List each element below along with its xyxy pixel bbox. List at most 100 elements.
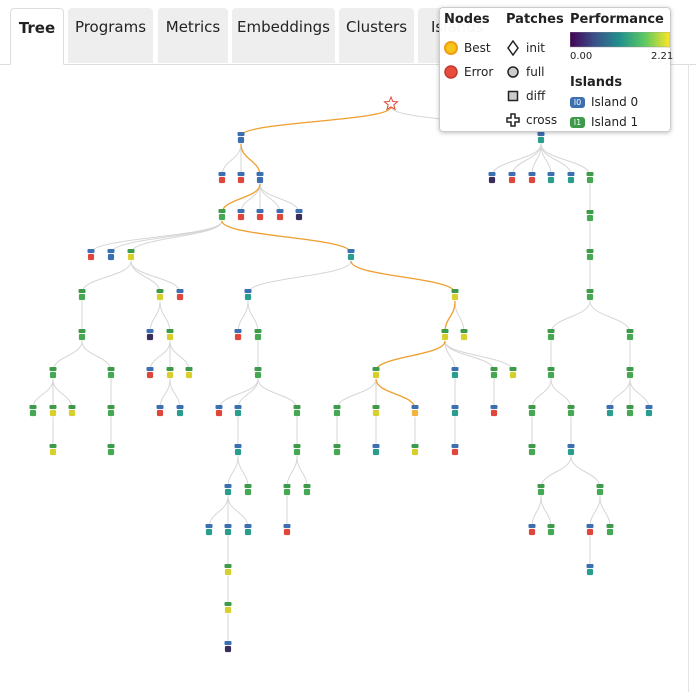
program-node (146, 333, 154, 341)
island-badge (234, 329, 242, 333)
program-node (586, 214, 594, 222)
island-badge (547, 329, 555, 333)
island-badge (586, 564, 594, 568)
island-badge (333, 405, 341, 409)
program-node (547, 528, 555, 536)
tab[interactable]: Embeddings (232, 8, 335, 63)
tree-edge (570, 455, 601, 489)
island-badge (224, 524, 232, 528)
program-node (451, 371, 459, 379)
island-badge (303, 484, 311, 488)
legend-item: init (526, 41, 545, 55)
root-node (383, 95, 399, 111)
tree-edge (149, 300, 161, 334)
tree-edge (247, 260, 352, 294)
program-node (626, 409, 634, 417)
island-badge (606, 524, 614, 528)
island-badge (626, 367, 634, 371)
program-node (528, 448, 536, 456)
legend-item: Error (464, 65, 494, 79)
island-badge (586, 524, 594, 528)
tree-edge (454, 300, 465, 334)
tree-edge (208, 495, 229, 529)
island-badge (244, 484, 252, 488)
tree-edge (169, 378, 181, 410)
program-node (372, 409, 380, 417)
island-badge (218, 172, 226, 176)
program-node (490, 409, 498, 417)
island-badge (626, 405, 634, 409)
island-badge (567, 405, 575, 409)
panel-border (688, 64, 689, 692)
program-node (224, 645, 232, 653)
program-node (547, 371, 555, 379)
program-node (237, 176, 245, 184)
tree-edge (130, 260, 181, 294)
program-node (372, 371, 380, 379)
legend-item: diff (526, 89, 546, 103)
best-path-edge (240, 143, 261, 177)
island-badge (224, 602, 232, 606)
legend-item: Best (464, 41, 491, 55)
island-badge (244, 289, 252, 293)
tree-edge (81, 260, 132, 294)
program-node (567, 448, 575, 456)
island-badge (547, 367, 555, 371)
island-badge (528, 524, 536, 528)
tree-edge (589, 495, 601, 529)
island-badge (276, 209, 284, 213)
program-node (176, 293, 184, 301)
program-node (244, 528, 252, 536)
island-badge (586, 289, 594, 293)
program-node (49, 409, 57, 417)
tree-edge (550, 300, 591, 334)
tree-edge (540, 143, 591, 177)
island-badge (107, 367, 115, 371)
program-node (234, 448, 242, 456)
program-node (586, 253, 594, 261)
tab[interactable]: Metrics (158, 8, 228, 63)
init-icon (507, 40, 519, 56)
program-node (586, 293, 594, 301)
legend-item: Island 0 (591, 95, 639, 109)
island-badge (205, 524, 213, 528)
island-badge (166, 367, 174, 371)
program-node (107, 448, 115, 456)
program-node (347, 253, 355, 261)
tree-edge (589, 300, 631, 334)
legend-item: cross (526, 113, 558, 127)
program-node (107, 371, 115, 379)
island-badge (49, 444, 57, 448)
tab[interactable]: Clusters (339, 8, 414, 63)
tree-edge (491, 143, 542, 177)
island-badge (528, 172, 536, 176)
best-path-edge (221, 220, 352, 254)
program-node (303, 488, 311, 496)
program-node (254, 333, 262, 341)
tab[interactable]: Programs (68, 8, 153, 63)
island-badge (49, 405, 57, 409)
island-badge (176, 405, 184, 409)
tab[interactable]: Tree (10, 8, 64, 65)
island-badge (283, 524, 291, 528)
program-node (567, 409, 575, 417)
island-badge (347, 249, 355, 253)
program-node (645, 409, 653, 417)
program-node (256, 213, 264, 221)
program-node (537, 136, 545, 144)
program-node (606, 409, 614, 417)
island-badge (508, 172, 516, 176)
program-node (441, 333, 449, 341)
program-node (372, 448, 380, 456)
program-node (78, 293, 86, 301)
best-path-edge (240, 106, 392, 137)
colorbar-min: 0.00 (570, 51, 593, 62)
tree-edge (227, 455, 239, 489)
program-node (49, 448, 57, 456)
island-badge (606, 405, 614, 409)
program-node (87, 253, 95, 261)
island-badge (107, 444, 115, 448)
tree-edge (444, 340, 514, 372)
island-badge (254, 329, 262, 333)
